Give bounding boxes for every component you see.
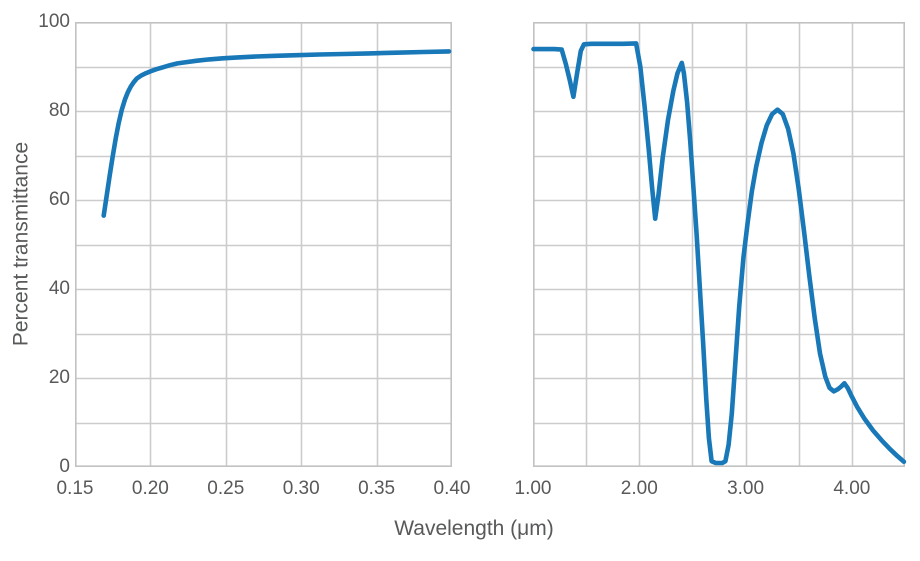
grid-lines xyxy=(533,22,905,467)
x-tick-label: 0.40 xyxy=(433,478,471,499)
x-tick-label: 3.00 xyxy=(727,478,765,499)
x-tick-label: 2.00 xyxy=(620,478,658,499)
y-tick-label: 40 xyxy=(48,278,70,299)
x-tick-label: 0.30 xyxy=(282,478,320,499)
panel-border xyxy=(533,22,905,467)
x-tick-label: 0.35 xyxy=(358,478,396,499)
y-tick-label: 60 xyxy=(48,189,70,210)
transmittance-curve xyxy=(531,41,907,466)
panel-border xyxy=(75,22,452,467)
x-tick-label: 0.15 xyxy=(56,478,94,499)
y-tick-label: 0 xyxy=(59,456,70,477)
x-tick-label: 4.00 xyxy=(833,478,871,499)
y-tick-label: 100 xyxy=(38,11,70,32)
y-tick-label: 20 xyxy=(48,367,70,388)
transmittance-curve xyxy=(101,49,452,218)
x-tick-label: 0.20 xyxy=(131,478,169,499)
x-tick-label: 0.25 xyxy=(207,478,245,499)
x-tick-label: 1.00 xyxy=(514,478,552,499)
y-tick-label: 80 xyxy=(48,100,70,121)
plot-panel-uv xyxy=(75,22,452,467)
grid-lines xyxy=(75,22,452,467)
plot-panel-ir xyxy=(531,22,907,467)
x-axis-title: Wavelength (μm) xyxy=(394,517,554,540)
y-axis-title: Percent transmittance xyxy=(9,141,33,347)
